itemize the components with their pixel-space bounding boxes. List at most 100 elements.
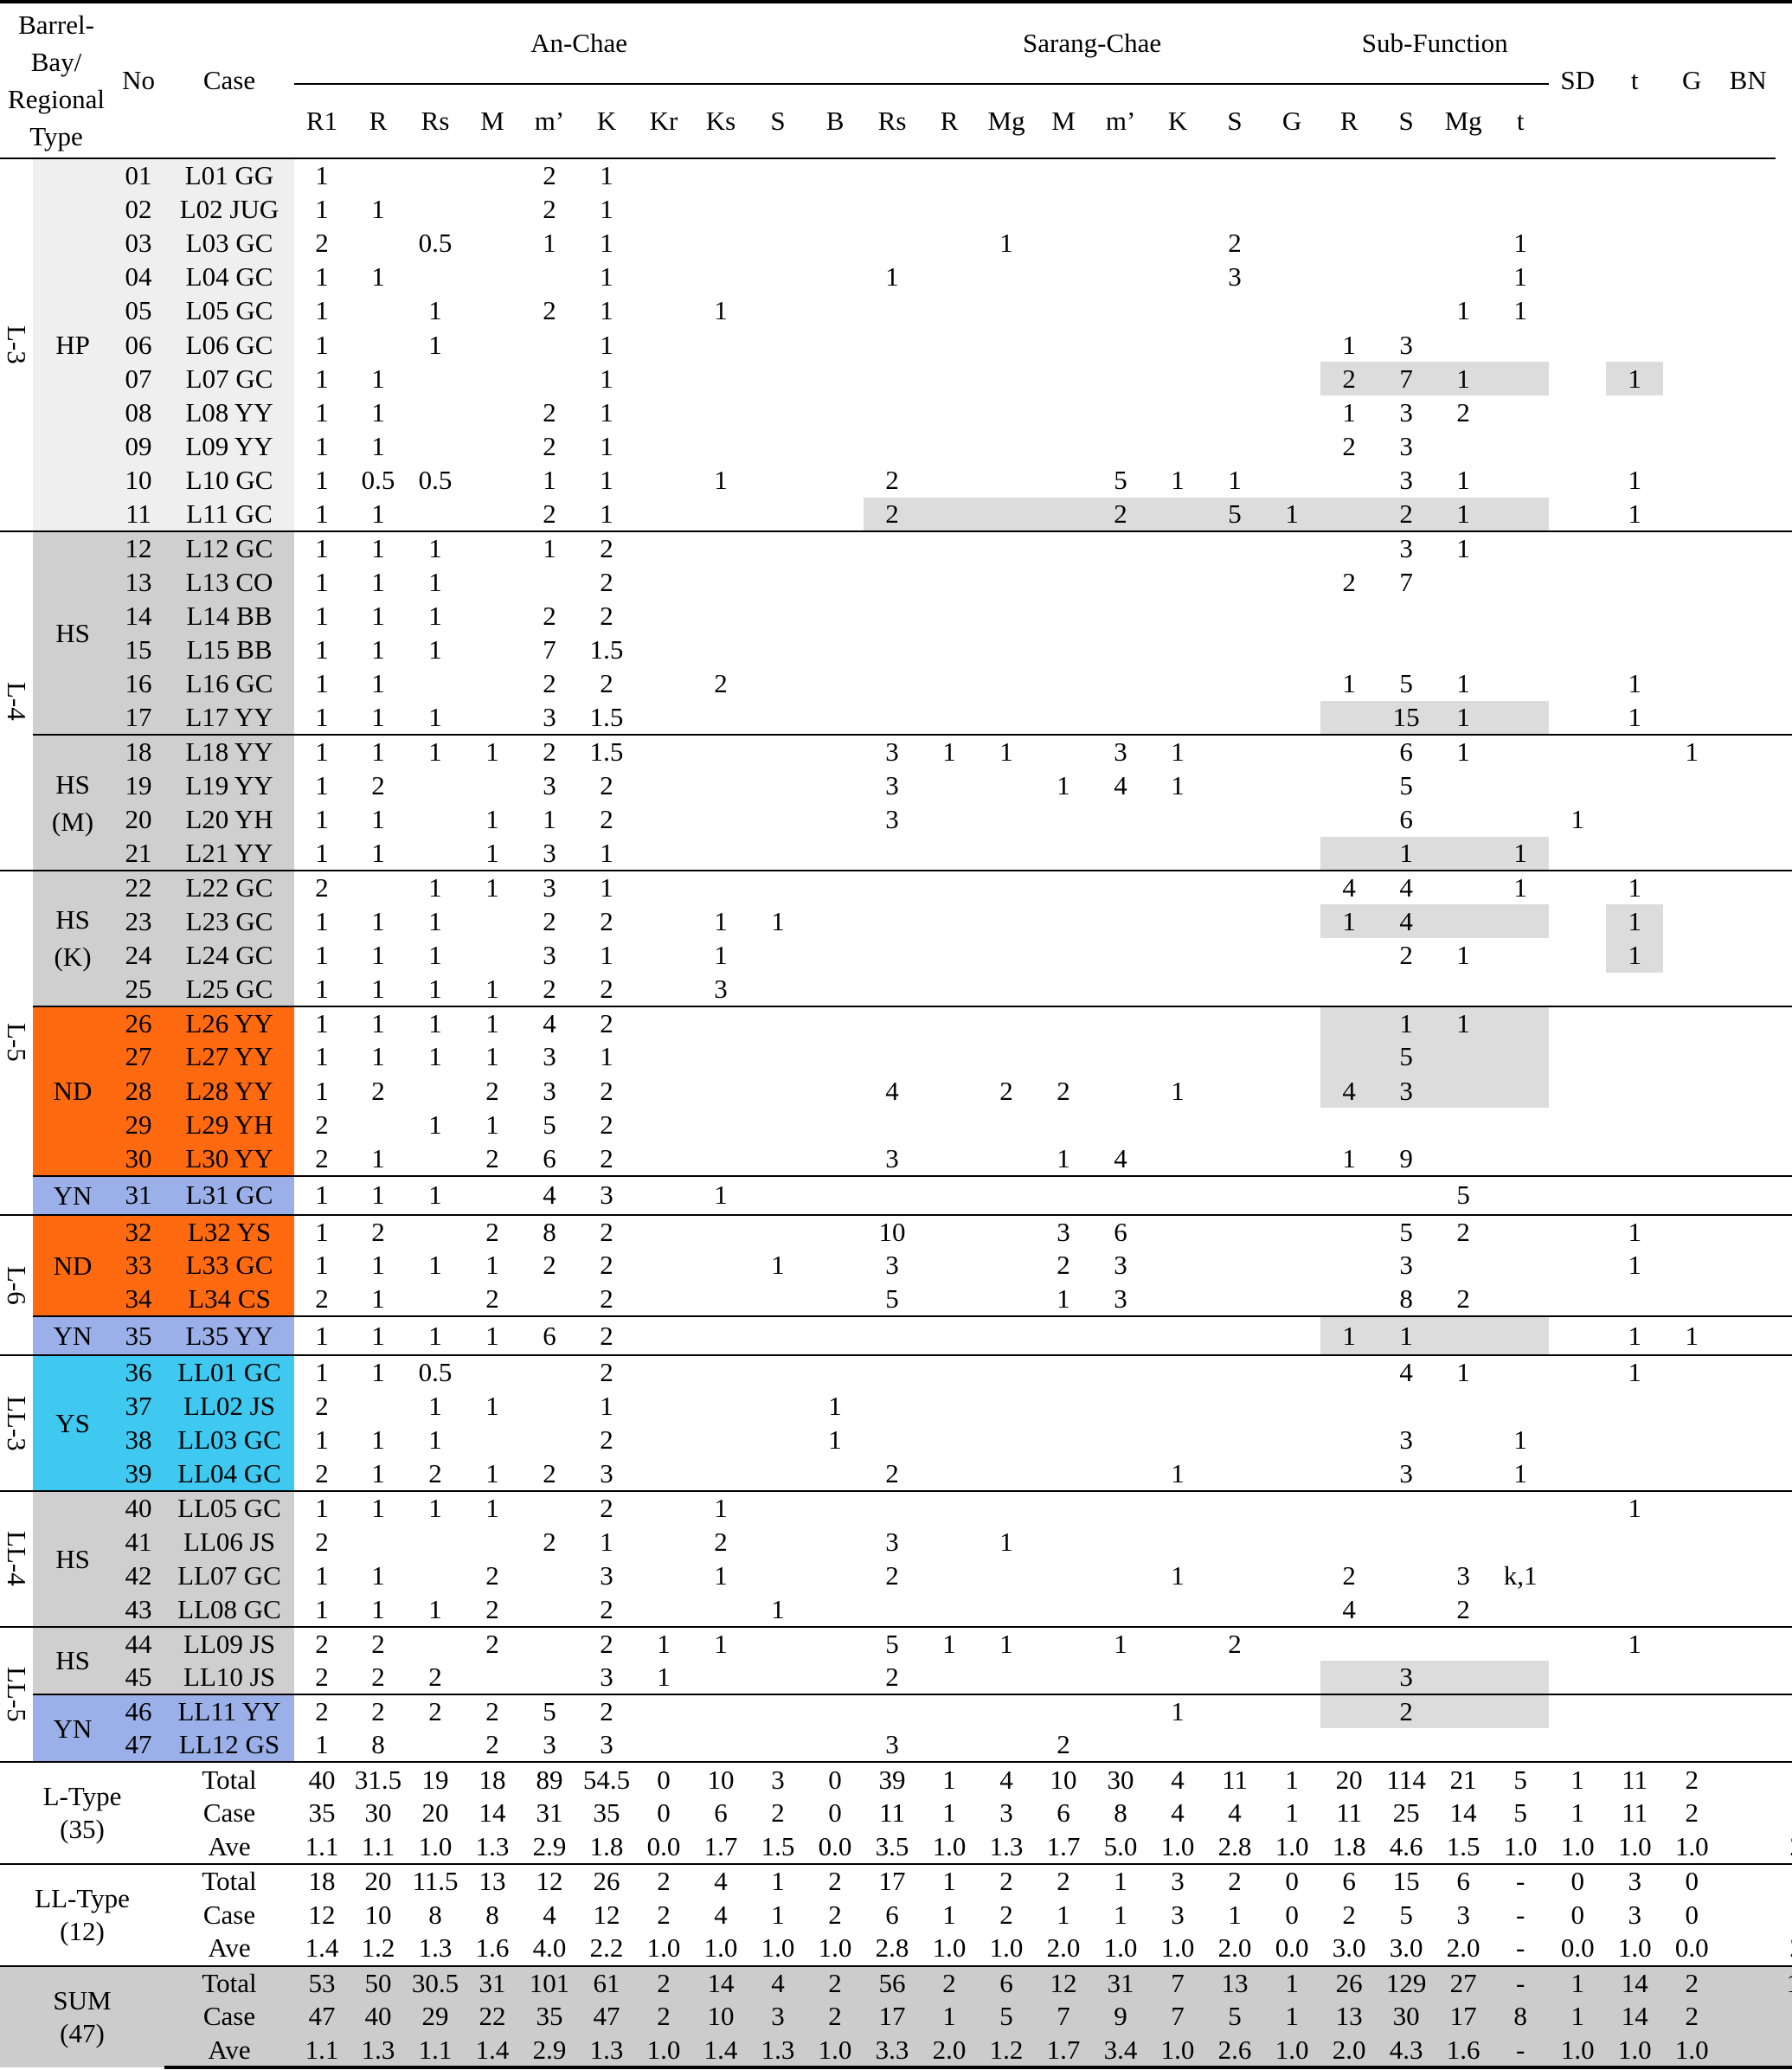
value-cell xyxy=(1435,565,1492,599)
value-cell: 2 xyxy=(1456,1283,1470,1315)
value-cell: 1 xyxy=(600,498,613,529)
value-cell xyxy=(1320,464,1378,498)
t-col-header: t xyxy=(1606,2,1664,159)
value-cell xyxy=(1263,1559,1320,1592)
value-cell xyxy=(1549,1424,1606,1457)
value-cell xyxy=(1378,1559,1435,1592)
summary-value xyxy=(1720,1830,1776,1864)
value-cell xyxy=(1149,1389,1206,1423)
summary-value: 2.8 xyxy=(1217,1830,1252,1861)
value-cell xyxy=(521,260,578,294)
value-cell xyxy=(692,226,749,260)
value-cell xyxy=(692,768,749,802)
value-cell: 1 xyxy=(1513,295,1527,326)
value-cell: 2 xyxy=(315,1526,329,1557)
summary-row: Case 47 40 29 22 35 47 2 10 3 2 17 1 5 7 9 7 5 1 13 30 17 8 1 14… xyxy=(0,1999,1792,2034)
summary-label: Total xyxy=(164,1862,295,1899)
value-cell xyxy=(1720,1489,1776,1526)
summary-value: 1.7 xyxy=(1046,1830,1081,1861)
summary-value: 14 xyxy=(1606,1964,1664,2000)
value-cell: 1 xyxy=(315,1424,329,1456)
value-cell xyxy=(1035,1525,1092,1559)
value-cell xyxy=(1149,1282,1206,1316)
value-cell xyxy=(1035,701,1092,735)
type-label: HS (M) xyxy=(33,734,113,871)
value-cell xyxy=(978,464,1035,498)
value-cell: 1 xyxy=(1606,362,1664,396)
value-cell: 1 xyxy=(315,939,329,970)
value-cell: 1 xyxy=(485,1041,499,1072)
value-cell xyxy=(407,1728,464,1762)
value-cell: 1 xyxy=(1171,1075,1185,1106)
summary-value: 1.3 xyxy=(418,1932,453,1964)
summary-value: 1.3 xyxy=(749,2033,807,2070)
value-cell: 1 xyxy=(1435,1005,1493,1040)
value-cell xyxy=(978,530,1036,566)
row-case: LL11 YY xyxy=(164,1694,295,1729)
value-cell: 2 xyxy=(485,1729,499,1760)
value-cell: 1 xyxy=(1171,769,1185,800)
value-cell xyxy=(1206,633,1263,667)
value-cell xyxy=(1149,1354,1207,1390)
value-cell xyxy=(1549,837,1606,871)
row-no: 46 xyxy=(112,1694,165,1729)
value-cell: 1 xyxy=(371,702,385,733)
value-cell: 1 xyxy=(428,329,442,360)
row-case: L12 GC xyxy=(164,530,295,566)
value-cell xyxy=(806,226,864,260)
value-cell: 1 xyxy=(543,465,556,496)
value-cell xyxy=(1206,1108,1263,1141)
summary-value: 1.0 xyxy=(932,1932,967,1964)
value-cell xyxy=(1263,803,1320,837)
value-cell xyxy=(1663,328,1720,362)
value-cell xyxy=(1035,599,1092,633)
value-cell: 2 xyxy=(1776,1525,1792,1559)
value-cell xyxy=(1263,904,1320,938)
value-cell: 1 xyxy=(371,1593,385,1624)
value-cell xyxy=(1035,1354,1093,1390)
value-cell xyxy=(1606,1074,1663,1108)
summary-label: Ave xyxy=(208,1932,251,1964)
value-cell xyxy=(1606,1282,1663,1316)
value-cell: 7 xyxy=(1399,566,1413,597)
value-cell xyxy=(1435,836,1493,871)
value-cell xyxy=(1435,430,1492,464)
summary-value: 1.4 xyxy=(464,2033,522,2070)
value-cell: 5 xyxy=(1776,734,1792,769)
value-cell: 1 xyxy=(1776,633,1792,667)
value-cell: 10 xyxy=(864,1213,922,1249)
summary-value: 54.5 xyxy=(578,1761,636,1797)
value-cell xyxy=(1435,1489,1493,1526)
value-cell xyxy=(921,430,978,464)
value-cell xyxy=(692,1315,750,1356)
value-cell: 3 xyxy=(1776,667,1792,701)
value-cell xyxy=(749,530,807,566)
value-cell: 1 xyxy=(485,973,499,1004)
value-cell xyxy=(1149,1525,1206,1559)
value-cell xyxy=(1435,768,1492,802)
value-cell: 1 xyxy=(428,939,442,970)
summary-value: 101 xyxy=(521,1964,579,2000)
summary-value: 5 xyxy=(1513,1797,1527,1829)
value-cell xyxy=(1720,837,1776,871)
row-case: LL09 JS xyxy=(164,1625,295,1661)
value-cell xyxy=(1720,1559,1776,1592)
value-cell xyxy=(806,1005,864,1040)
value-cell xyxy=(1663,869,1721,905)
row-case: L35 YY xyxy=(164,1315,295,1356)
summary-value: 1.0 xyxy=(703,1932,738,1964)
value-cell: 3 xyxy=(1399,396,1413,428)
value-cell xyxy=(806,565,864,599)
value-cell xyxy=(749,701,806,735)
value-cell xyxy=(1435,1141,1492,1175)
value-cell: 1 xyxy=(600,396,613,428)
value-cell xyxy=(978,192,1035,226)
value-cell xyxy=(1035,1389,1092,1423)
value-cell xyxy=(1720,1040,1776,1074)
value-cell xyxy=(692,734,750,769)
value-cell: 5 xyxy=(521,1694,579,1729)
